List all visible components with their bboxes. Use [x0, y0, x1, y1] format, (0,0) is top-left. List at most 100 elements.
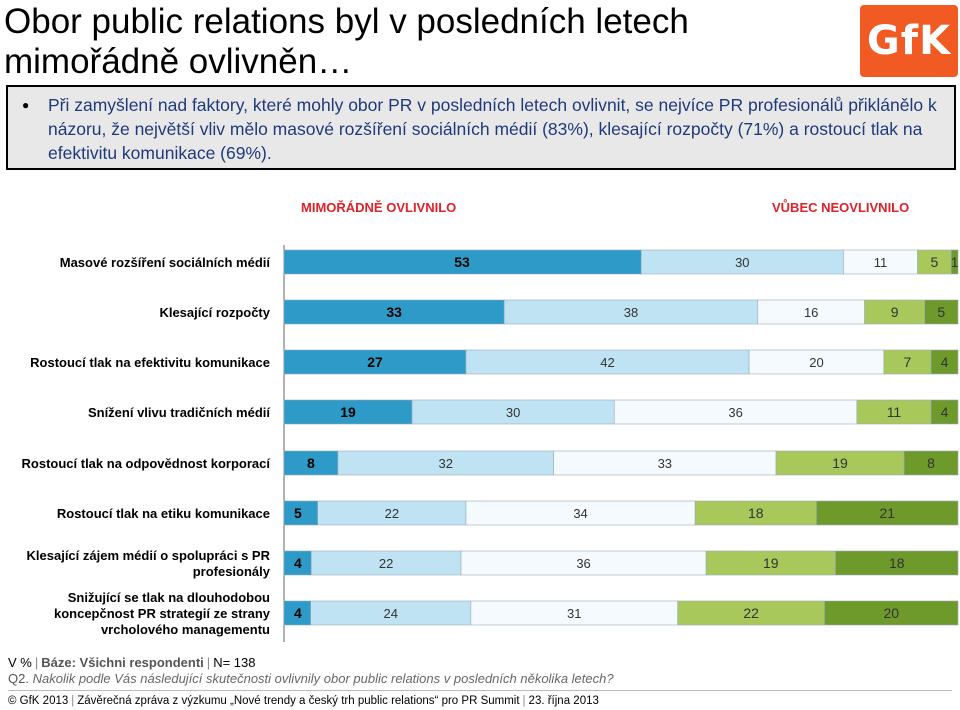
data-label: 20 [809, 355, 823, 370]
data-label: 5 [931, 254, 939, 270]
header-left: MIMOŘÁDNĚ OVLIVNILO [301, 200, 457, 215]
footer-q-text: Nakolik podle Vás následující skutečnost… [32, 671, 614, 686]
footer-report: Závěrečná zpráva z výzkumu „Nové trendy … [77, 695, 520, 707]
data-label: 38 [624, 305, 638, 320]
category-label: Snižující se tlak na dlouhodobou koncepčn… [54, 590, 271, 637]
title-line-1: Obor public relations byl v posledních l… [4, 2, 689, 41]
data-label: 4 [941, 404, 949, 420]
data-label: 11 [887, 404, 902, 420]
bar-segment [283, 299, 505, 325]
data-label: 8 [307, 455, 315, 471]
bar-segment [283, 249, 642, 275]
footer-v-pct: V % [8, 655, 32, 670]
footer-base: V % | Báze: Všichni respondenti | N= 138 [8, 655, 256, 670]
bar-segment [757, 299, 865, 325]
bar-segment [775, 450, 905, 476]
bar-segment [856, 399, 932, 425]
bar-segment [460, 550, 707, 576]
data-label: 5 [294, 505, 302, 521]
summary-callout: ● Při zamyšlení nad faktory, které mohly… [6, 85, 956, 170]
bar-segment [283, 600, 311, 626]
data-label: 22 [379, 556, 393, 571]
bar-segment [337, 450, 554, 476]
bar-segment [503, 299, 759, 325]
footer-q-label: Q2. [8, 671, 29, 686]
data-label: 36 [728, 405, 742, 420]
data-label: 4 [941, 354, 949, 370]
data-label: 22 [385, 506, 399, 521]
bar-segment [748, 349, 885, 375]
category-label: Rostoucí tlak na odpovědnost korporací [22, 456, 271, 471]
data-label: 4 [294, 555, 302, 571]
data-label: 32 [439, 456, 453, 471]
bar-segment [816, 500, 959, 526]
page-title: Obor public relations byl v posledních l… [4, 2, 844, 82]
data-label: 34 [573, 506, 587, 521]
data-label: 1 [951, 254, 959, 270]
bar-segment [950, 249, 959, 275]
data-label: 20 [883, 605, 899, 621]
data-label: 42 [600, 355, 614, 370]
bar-segment [864, 299, 925, 325]
bar-segment [824, 600, 959, 626]
data-label: 27 [367, 354, 383, 370]
footer-copyright-text: © GfK 2013 [8, 695, 69, 707]
footer-question: Q2. Nakolik podle Vás následující skuteč… [8, 671, 614, 686]
data-label: 33 [658, 456, 672, 471]
bar-segment [903, 450, 959, 476]
data-label: 33 [386, 304, 402, 320]
bar-segment [843, 249, 918, 275]
bar-segment [694, 500, 817, 526]
category-label: Klesající rozpočty [159, 305, 270, 320]
bar-segment [883, 349, 932, 375]
data-label: 22 [743, 605, 759, 621]
bar-segment [283, 550, 312, 576]
data-label: 21 [879, 505, 895, 521]
bar-segment [465, 500, 696, 526]
bar-segment [677, 600, 825, 626]
data-label: 9 [891, 304, 899, 320]
title-line-2: mimořádně ovlivněn… [4, 42, 353, 81]
footer-baze-label: Báze: [41, 655, 76, 670]
data-label: 31 [567, 606, 581, 621]
data-label: 36 [576, 556, 590, 571]
data-label: 19 [340, 404, 356, 420]
logo-text: GfK [866, 18, 952, 64]
bar-segment [924, 299, 959, 325]
category-label: Klesající zájem médií o spolupráci s PR p… [27, 548, 271, 579]
bullet-icon: ● [22, 98, 30, 112]
bar-segment [640, 249, 844, 275]
data-label: 24 [384, 606, 398, 621]
category-label: Rostoucí tlak na etiku komunikace [57, 506, 270, 521]
category-label: Rostoucí tlak na efektivitu komunikace [30, 355, 270, 370]
data-label: 19 [832, 455, 848, 471]
category-label: Snížení vlivu tradičních médií [88, 405, 270, 420]
bar-segment [917, 249, 952, 275]
bar-segment [283, 500, 319, 526]
bar-segment [470, 600, 679, 626]
category-label: Masové rozšíření sociálních médií [60, 255, 271, 270]
data-label: 53 [454, 254, 470, 270]
data-label: 19 [763, 555, 779, 571]
bar-segment [835, 550, 959, 576]
data-label: 4 [294, 605, 302, 621]
bar-segment [553, 450, 777, 476]
bar-segment [930, 349, 959, 375]
bar-segment [310, 550, 462, 576]
data-label: 16 [804, 305, 818, 320]
footer-divider [8, 690, 952, 691]
data-label: 7 [904, 354, 912, 370]
data-label: 30 [506, 405, 520, 420]
bar-segment [705, 550, 836, 576]
footer-date: 23. října 2013 [528, 695, 599, 707]
data-label: 11 [874, 255, 888, 270]
data-label: 5 [937, 304, 945, 320]
footer-baze-value: Všichni respondenti [79, 655, 204, 670]
bar-segment [317, 500, 467, 526]
footer-copyright: © GfK 2013 | Závěrečná zpráva z výzkumu „N… [8, 695, 599, 707]
summary-text: Při zamyšlení nad faktory, které mohly o… [48, 95, 937, 163]
footer-n: N= 138 [213, 655, 256, 670]
data-label: 8 [927, 455, 935, 471]
bar-segment [310, 600, 472, 626]
